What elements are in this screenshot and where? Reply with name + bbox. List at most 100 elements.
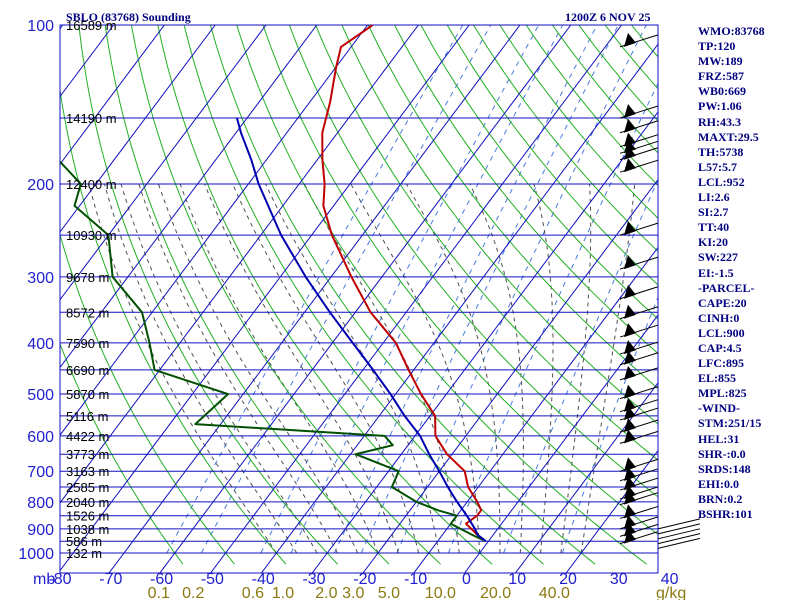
wind-barb-flag: [624, 466, 636, 481]
index-item: -PARCEL-: [698, 280, 755, 295]
dry-adiabat: [60, 232, 235, 565]
height-label: 5870 m: [66, 387, 109, 402]
temperature-tick-label: -50: [201, 571, 224, 588]
mixing-ratio-tick-label: 40.0: [539, 585, 570, 600]
temperature-tick-label: -60: [150, 571, 173, 588]
wind-barb-flag: [624, 490, 636, 505]
dewpoint-profile: [60, 160, 487, 543]
parcel-profile: [235, 117, 487, 542]
height-label: 2585 m: [66, 480, 109, 495]
pressure-tick-label: 1000: [18, 546, 54, 563]
isotherm: [210, 25, 622, 573]
index-item: SHR-:0.0: [698, 446, 746, 461]
pressure-tick-label: 200: [27, 177, 54, 194]
mixing-ratio-tick-label: 2.0: [315, 585, 337, 600]
wind-barb-flag: [624, 365, 636, 380]
height-label: 132 m: [66, 546, 102, 561]
mixing-ratio-tick-label: 5.0: [378, 585, 400, 600]
moist-adiabat: [88, 183, 277, 554]
isotherm: [108, 25, 521, 573]
moist-adiabat: [560, 183, 592, 554]
index-item: CINH:0: [698, 310, 740, 325]
moist-adiabat: [303, 183, 460, 554]
temperature-tick-label: -80: [48, 571, 71, 588]
moist-adiabat: [405, 183, 501, 553]
wind-barb-flag: [624, 145, 636, 160]
height-label: 16589 m: [66, 18, 117, 33]
wind-barb: [657, 533, 701, 545]
wind-barb-flag: [624, 221, 636, 236]
wind-barb-flag: [624, 323, 636, 338]
index-item: MW:189: [698, 54, 743, 69]
isotherm: [60, 25, 419, 504]
wind-barb-flag: [624, 350, 636, 365]
index-item: TT:40: [698, 220, 730, 235]
moist-adiabats: [88, 183, 636, 554]
mixing-ratio-unit: g/kg: [656, 585, 686, 600]
height-label: 5116 m: [66, 409, 108, 424]
index-item: RH:43.3: [698, 114, 741, 129]
temperature-tick-label: 10: [508, 571, 526, 588]
index-item: EL:855: [698, 371, 737, 386]
wind-barb: [657, 523, 701, 535]
valid-time: 1200Z 6 NOV 25: [565, 10, 651, 24]
wind-barbs: [619, 32, 701, 549]
temperature-tick-label: 0: [462, 571, 471, 588]
moist-adiabat: [179, 183, 379, 554]
index-item: EI:-1.5: [698, 265, 734, 280]
index-item: LFC:895: [698, 356, 744, 371]
isotherm: [60, 25, 64, 30]
mixing-ratio-tick-label: 0.6: [242, 585, 264, 600]
index-item: BRN:0.2: [698, 491, 743, 506]
temperature-profile: [321, 25, 487, 542]
isotherm: [260, 43, 658, 573]
wind-barb-flag: [624, 429, 636, 444]
height-label: 2040 m: [66, 495, 109, 510]
index-item: LCL:952: [698, 174, 745, 189]
wind-barb-flag: [624, 514, 636, 529]
index-item: FRZ:587: [698, 69, 744, 84]
mixing-ratio-line: [360, 25, 619, 554]
wind-barb-flag: [624, 522, 636, 537]
wind-barb: [657, 528, 701, 540]
pressure-unit-label: mb: [33, 571, 55, 588]
index-item: TP:120: [698, 39, 736, 54]
height-label: 3163 m: [66, 464, 109, 479]
wind-barb-flag: [624, 158, 636, 173]
pressure-tick-label: 300: [27, 270, 54, 287]
sounding-profiles: [60, 25, 487, 543]
wind-barb: [657, 537, 701, 549]
height-label: 14190 m: [66, 111, 117, 126]
moist-adiabat: [138, 183, 338, 554]
index-item: STM:251/15: [698, 416, 762, 431]
wind-barb-flag: [624, 397, 636, 412]
height-label: 586 m: [66, 534, 102, 549]
isotherm: [60, 25, 216, 233]
isotherm: [60, 25, 369, 436]
dry-adiabat: [288, 25, 658, 498]
mixing-ratio-line: [290, 25, 564, 554]
temperature-tick-label: -40: [252, 571, 275, 588]
isotherm: [60, 25, 165, 166]
index-item: LI:2.6: [698, 190, 730, 205]
stability-indices-panel: WMO:83768 TP:120 MW:189 FRZ:587 WB0:669 PW:1.…: [698, 24, 765, 522]
isotherm: [159, 25, 572, 573]
axis-labels: 16589 m 14190 m 12400 m 10930 m 9678 m 8572 m…: [18, 18, 686, 600]
index-item: WMO:83768: [698, 24, 765, 38]
mixing-ratio-tick-label: 1.0: [272, 585, 294, 600]
mixing-ratio-tick-label: 0.1: [148, 585, 170, 600]
index-item: MPL:825: [698, 386, 747, 401]
wind-barb-flag: [624, 529, 636, 544]
height-label: 4422 m: [66, 429, 109, 444]
wind-barb-flag: [624, 255, 636, 270]
temperature-tick-label: -70: [99, 571, 122, 588]
index-item: KI:20: [698, 235, 728, 250]
mixing-ratio-line: [200, 25, 492, 554]
isotherm: [311, 111, 658, 573]
index-item: EHI:0.0: [698, 476, 740, 491]
height-label: 10930 m: [66, 228, 117, 243]
pressure-tick-label: 100: [27, 18, 54, 35]
isotherm: [464, 314, 658, 573]
height-label: 1526 m: [66, 509, 109, 524]
wind-barb-flag: [624, 284, 636, 299]
